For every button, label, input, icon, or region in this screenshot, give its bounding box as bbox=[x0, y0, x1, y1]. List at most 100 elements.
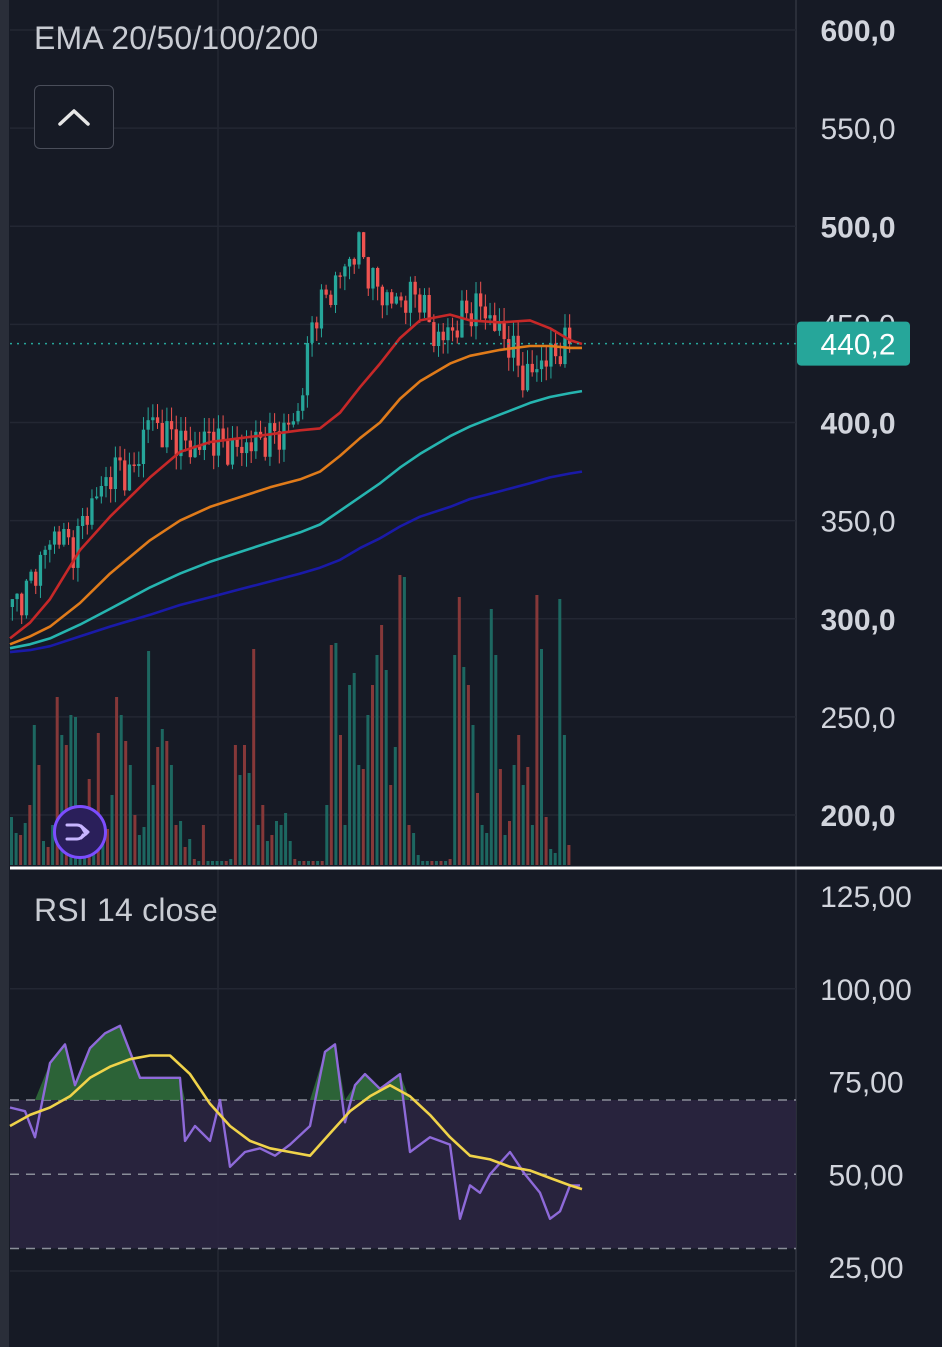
candle-body bbox=[160, 423, 164, 448]
candle-body bbox=[315, 322, 319, 329]
candle-body bbox=[530, 363, 534, 373]
volume-bar bbox=[174, 825, 178, 865]
candle-body bbox=[90, 498, 94, 525]
volume-bar bbox=[201, 825, 205, 865]
candle-body bbox=[554, 343, 558, 357]
volume-bar bbox=[329, 645, 333, 865]
candle-body bbox=[385, 292, 389, 306]
volume-bar bbox=[380, 625, 384, 865]
candle-body bbox=[287, 422, 291, 425]
volume-bar bbox=[508, 821, 511, 865]
volume-bar bbox=[485, 833, 489, 865]
candle-body bbox=[198, 445, 202, 450]
volume-bar bbox=[165, 741, 169, 865]
volume-bar bbox=[412, 833, 416, 865]
candle-body bbox=[427, 295, 431, 323]
rsi-indicator-title: RSI 14 close bbox=[34, 892, 218, 928]
candle-body bbox=[441, 331, 445, 341]
collapse-button[interactable] bbox=[34, 85, 114, 149]
candle-body bbox=[38, 554, 43, 586]
last-price-tag bbox=[797, 321, 910, 366]
price-indicator-title: EMA 20/50/100/200 bbox=[34, 20, 319, 56]
candle-body bbox=[305, 343, 310, 396]
volume-bar bbox=[275, 821, 278, 865]
volume-bar bbox=[448, 859, 452, 865]
last-price-label: 440,2 bbox=[820, 329, 895, 362]
candle-body bbox=[568, 327, 572, 344]
candle-body bbox=[193, 445, 197, 458]
volume-bar bbox=[311, 861, 315, 865]
candle-body bbox=[539, 360, 544, 370]
volume-bar bbox=[357, 765, 361, 865]
volume-bar bbox=[224, 861, 228, 865]
volume-bar bbox=[517, 735, 521, 865]
ema-100-line bbox=[9, 389, 583, 650]
volume-bar bbox=[512, 765, 516, 865]
volume-bar bbox=[348, 685, 352, 865]
candle-body bbox=[123, 460, 127, 491]
candle-body bbox=[291, 421, 295, 425]
volume-bar bbox=[124, 741, 128, 865]
candle-body bbox=[85, 516, 89, 525]
ema-20-line bbox=[9, 313, 583, 640]
candle-body bbox=[338, 275, 342, 277]
volume-bar bbox=[64, 745, 68, 865]
volume-bar bbox=[279, 825, 283, 865]
candle-body bbox=[277, 431, 281, 450]
volume-bar bbox=[156, 747, 160, 865]
candle-body bbox=[525, 363, 530, 391]
candle-body bbox=[179, 430, 183, 457]
volume-bar bbox=[393, 747, 397, 865]
candle-body bbox=[24, 580, 29, 616]
candle-body bbox=[394, 296, 398, 304]
price-axis[interactable]: 600,0550,0500,0450,0400,0350,0300,0250,0… bbox=[797, 15, 912, 1285]
volume-bar bbox=[389, 785, 393, 865]
price-tick-label: 500,0 bbox=[820, 211, 895, 244]
candle-body bbox=[99, 486, 103, 497]
volume-bar bbox=[439, 861, 443, 865]
replay-button[interactable] bbox=[53, 805, 107, 859]
candle-body bbox=[43, 549, 47, 555]
volume-bar bbox=[553, 853, 557, 865]
candle-body bbox=[249, 442, 253, 452]
volume-bar bbox=[421, 861, 425, 865]
volume-bar bbox=[535, 595, 539, 865]
volume-bar bbox=[46, 847, 50, 865]
volume-bar bbox=[540, 649, 543, 865]
candle-body bbox=[516, 335, 520, 366]
candle-body bbox=[104, 477, 108, 486]
volume-bar bbox=[151, 785, 155, 865]
volume-bar bbox=[74, 717, 77, 865]
candle-body bbox=[76, 526, 80, 568]
volume-bar bbox=[160, 729, 164, 865]
candle-body bbox=[296, 410, 300, 422]
candle-body bbox=[497, 320, 502, 331]
candle-body bbox=[376, 268, 380, 287]
candle-body bbox=[333, 275, 338, 305]
volume-bar bbox=[302, 861, 306, 865]
rsi-overbought-fill bbox=[10, 1025, 580, 1101]
ema-50-line bbox=[9, 344, 582, 646]
volume-bar bbox=[197, 861, 201, 865]
volume-bar bbox=[169, 765, 173, 865]
volume-bar bbox=[466, 685, 470, 865]
volume-bar bbox=[51, 825, 55, 865]
volume-bar bbox=[293, 859, 297, 865]
volume-bar bbox=[220, 861, 224, 865]
candle-body bbox=[436, 331, 441, 346]
candle-body bbox=[20, 593, 24, 616]
candle-body bbox=[34, 571, 38, 586]
volume-bar bbox=[343, 825, 347, 865]
candle-body bbox=[263, 437, 267, 457]
volume-bar bbox=[183, 847, 187, 865]
candle-body bbox=[57, 531, 61, 545]
candle-body bbox=[413, 281, 417, 295]
volume-bar bbox=[375, 655, 379, 865]
price-tick-label: 300,0 bbox=[820, 604, 895, 637]
candle-body bbox=[212, 431, 216, 456]
volume-bar bbox=[325, 805, 329, 865]
volume-bar bbox=[521, 785, 525, 865]
volume-bar bbox=[37, 765, 41, 865]
volume-bar bbox=[215, 861, 219, 865]
